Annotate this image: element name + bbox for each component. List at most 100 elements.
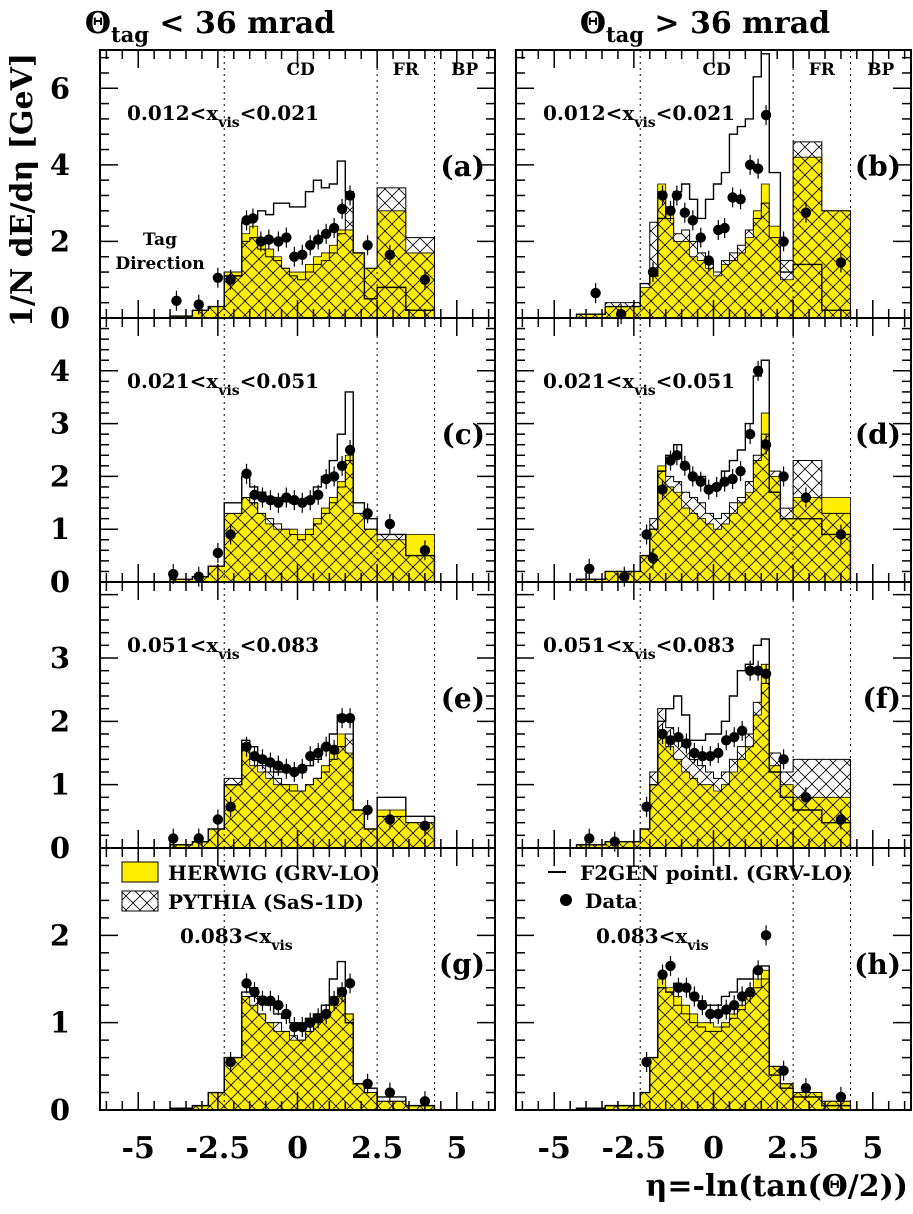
data-point (384, 814, 396, 825)
pythia-bar (281, 268, 290, 318)
data-point (225, 801, 236, 813)
pythia-bar (689, 241, 698, 318)
pythia-bar (681, 1013, 690, 1110)
region-label-bp: BP (451, 60, 478, 80)
panel-d: (d) 0.021<xvis<0.051 (515, 317, 912, 587)
data-point (273, 497, 284, 508)
data-point (641, 529, 652, 540)
legend-pythia-swatch (121, 890, 159, 912)
x-tick-label: -5 (538, 1131, 571, 1166)
data-point (241, 741, 252, 752)
y-tick-label: 3 (50, 407, 70, 441)
data-point (689, 747, 700, 759)
pythia-bar (705, 260, 714, 318)
pythia-bar (689, 1022, 698, 1110)
xvis-range: 0.021<xvis<0.051 (543, 369, 735, 399)
data-point (247, 213, 259, 224)
data-point (249, 986, 260, 998)
pythia-bar (737, 497, 746, 582)
x-tick-label: -2.5 (186, 1131, 251, 1166)
pythia-bar (761, 203, 770, 318)
pythia-bar (208, 1092, 225, 1110)
pythia-bar (192, 1105, 209, 1110)
f2gen-line (575, 965, 852, 1110)
data-point (336, 986, 348, 998)
tag-note-line2: Direction (115, 254, 204, 274)
pythia-bar (353, 252, 365, 318)
data-point (703, 255, 714, 266)
data-point (241, 468, 252, 479)
pythia-bar (705, 772, 714, 848)
panel-b: CD FR BP (b) 0.012<xvis<0.021 (515, 49, 912, 325)
pythia-bar (605, 841, 641, 848)
data-point (679, 460, 691, 472)
pythia-bar (745, 481, 754, 582)
pythia-bar (576, 844, 606, 848)
data-point (305, 240, 316, 251)
pythia-bar (329, 759, 338, 848)
data-point (687, 471, 698, 482)
pythia-bar (665, 218, 674, 318)
data-point (719, 222, 730, 234)
panel-h: -5 -2.5 0 2.5 5 (h) 0.083<xvis F2GEN pointl. (G… (515, 847, 912, 1166)
y-tick-label: 2 (50, 459, 70, 493)
data-point (697, 750, 708, 762)
pythia-bar (649, 1057, 658, 1110)
pythia-bar (297, 1040, 306, 1110)
f2gen-line (575, 638, 852, 848)
data-point (419, 274, 431, 285)
data-point (760, 668, 772, 680)
data-point (313, 1013, 324, 1024)
region-label-bp: BP (867, 60, 894, 80)
data-point (719, 476, 730, 487)
data-point (265, 757, 276, 768)
x-tick-label: 0 (287, 1131, 308, 1166)
data-point (225, 1056, 236, 1068)
pythia-bar (224, 513, 242, 582)
x-axis-label: η=-ln(tan(Θ/2)) (646, 1169, 908, 1204)
pythia-bar (297, 539, 306, 582)
region-label-fr: FR (393, 60, 420, 80)
column-title-right: Θtag > 36 mrad (580, 6, 830, 47)
data-point (760, 930, 772, 941)
panel-g: 0 1 2 -5 -2.5 0 2.5 5 (g) 0.083<xvis HERWIG (GRV-L… (50, 847, 496, 1166)
data-point (281, 763, 292, 775)
pythia-bar (353, 810, 365, 848)
pythia-bar (208, 829, 225, 848)
x-tick-label: 5 (446, 1131, 467, 1166)
pythia-bar (681, 492, 690, 582)
data-point (744, 665, 756, 676)
pythia-bar (321, 513, 330, 582)
data-point (362, 1078, 373, 1090)
y-tick-label: 2 (50, 704, 70, 738)
x-tick-label: -5 (122, 1131, 155, 1166)
pythia-bar (605, 1105, 641, 1110)
data-point (657, 484, 668, 495)
data-point (212, 272, 224, 283)
data-point (752, 965, 764, 976)
data-point (384, 249, 396, 261)
data-point (705, 1008, 716, 1020)
data-point (752, 163, 764, 174)
data-point (249, 750, 260, 762)
data-point (193, 299, 204, 310)
pythia-bar (265, 518, 274, 582)
x-tick-label: 0 (703, 1131, 724, 1166)
data-point (419, 545, 431, 556)
data-point (760, 439, 772, 450)
data-point (641, 1056, 652, 1068)
data-point (281, 232, 292, 243)
pythia-bar (208, 306, 225, 318)
legend-data-swatch (560, 894, 572, 906)
data-point (273, 236, 284, 247)
pythia-bar (793, 1092, 822, 1110)
pythia-bar (769, 753, 781, 848)
pythia-bar (265, 256, 274, 318)
pythia-bar (780, 508, 794, 582)
xvis-range: 0.012<xvis<0.021 (127, 101, 319, 131)
data-point (736, 991, 748, 1002)
y-tick-label: 0 (50, 565, 70, 599)
pythia-bar (273, 260, 282, 318)
pythia-bar (705, 513, 714, 582)
data-point (657, 728, 668, 740)
